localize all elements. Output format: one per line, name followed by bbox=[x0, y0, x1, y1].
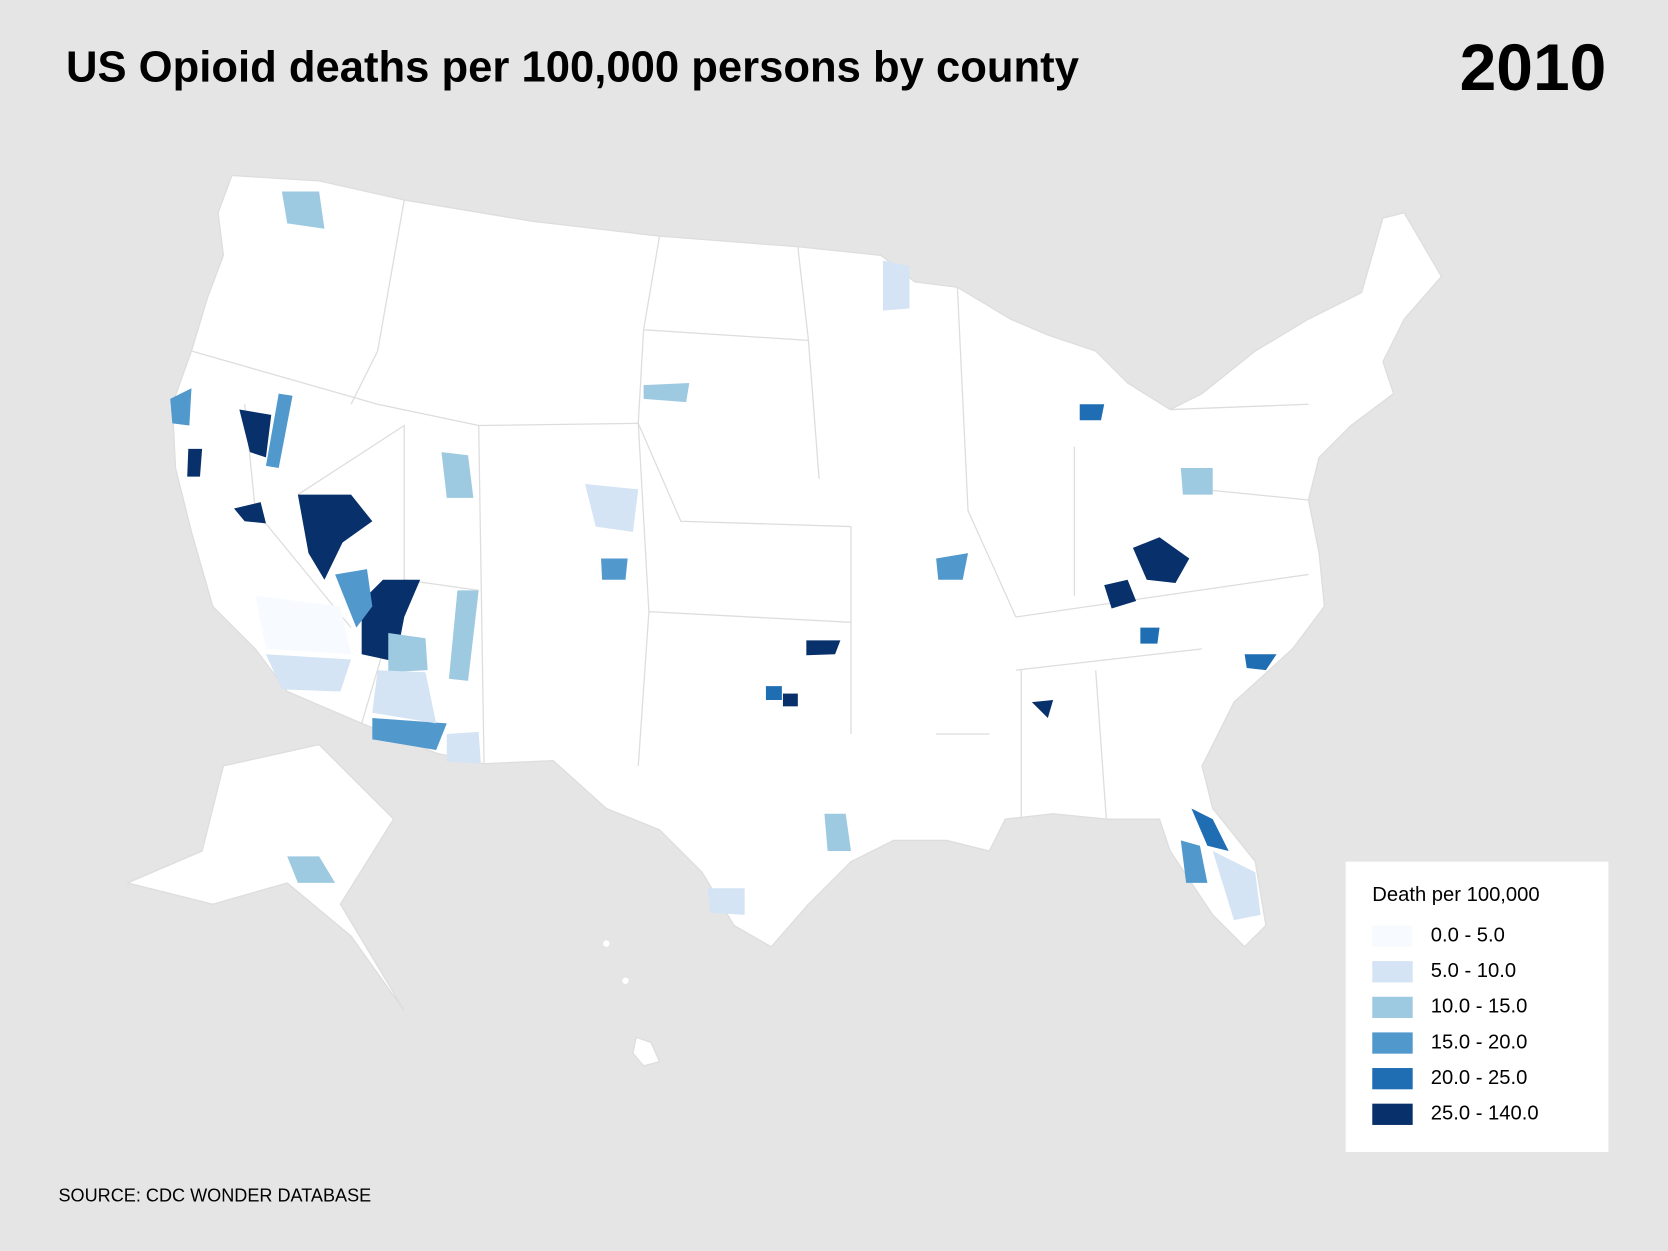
year: 2010 bbox=[1460, 30, 1607, 104]
alaska bbox=[125, 743, 405, 1011]
county bbox=[765, 686, 782, 700]
legend-label: 25.0 - 140.0 bbox=[1431, 1103, 1539, 1125]
county bbox=[1031, 699, 1054, 719]
county bbox=[806, 640, 841, 656]
county bbox=[936, 553, 969, 580]
county bbox=[239, 409, 272, 458]
legend: Death per 100,000 0.0 - 5.0 5.0 - 10.0 10.… bbox=[1345, 861, 1609, 1153]
legend-title: Death per 100,000 bbox=[1372, 884, 1539, 906]
legend-label: 20.0 - 25.0 bbox=[1431, 1067, 1528, 1089]
county bbox=[287, 856, 336, 883]
county bbox=[585, 484, 639, 532]
legend-label: 5.0 - 10.0 bbox=[1431, 960, 1516, 982]
legend-label: 15.0 - 20.0 bbox=[1431, 1031, 1528, 1053]
county bbox=[388, 632, 428, 673]
county bbox=[824, 813, 852, 852]
county bbox=[446, 731, 481, 764]
county bbox=[335, 569, 373, 628]
county bbox=[281, 191, 325, 229]
county bbox=[187, 448, 203, 477]
county bbox=[1140, 627, 1160, 644]
county bbox=[448, 590, 479, 681]
legend-items: 0.0 - 5.0 5.0 - 10.0 10.0 - 15.0 15.0 - 20.… bbox=[1372, 924, 1539, 1125]
hawaii-island bbox=[603, 940, 610, 947]
county bbox=[707, 888, 745, 915]
county bbox=[782, 693, 798, 707]
legend-swatch bbox=[1372, 961, 1413, 983]
county-fills bbox=[170, 191, 1277, 921]
county bbox=[372, 670, 437, 724]
county bbox=[1191, 808, 1229, 852]
legend-swatch bbox=[1372, 1032, 1413, 1054]
county bbox=[1079, 404, 1105, 421]
county bbox=[643, 382, 690, 403]
legend-label: 10.0 - 15.0 bbox=[1431, 996, 1528, 1018]
county bbox=[1104, 579, 1137, 609]
county bbox=[1180, 840, 1208, 883]
legend-swatch bbox=[1372, 1068, 1413, 1090]
county bbox=[1132, 537, 1190, 583]
legend-swatch bbox=[1372, 925, 1413, 947]
county bbox=[265, 654, 352, 692]
legend-swatch bbox=[1372, 1103, 1413, 1125]
hawaii-island bbox=[622, 977, 629, 984]
county bbox=[361, 579, 421, 662]
source: SOURCE: CDC WONDER DATABASE bbox=[59, 1186, 372, 1206]
county bbox=[170, 388, 192, 426]
county bbox=[882, 260, 910, 311]
title: US Opioid deaths per 100,000 persons by … bbox=[66, 44, 1080, 92]
legend-swatch bbox=[1372, 996, 1413, 1019]
map bbox=[125, 174, 1443, 1067]
legend-label: 0.0 - 5.0 bbox=[1431, 924, 1505, 946]
county bbox=[255, 595, 352, 655]
county bbox=[297, 494, 373, 580]
county bbox=[265, 393, 293, 469]
hawaii bbox=[632, 1036, 661, 1067]
county bbox=[601, 558, 628, 580]
county bbox=[1180, 468, 1213, 495]
county bbox=[1212, 851, 1261, 921]
county bbox=[441, 452, 474, 498]
county bbox=[372, 718, 447, 750]
